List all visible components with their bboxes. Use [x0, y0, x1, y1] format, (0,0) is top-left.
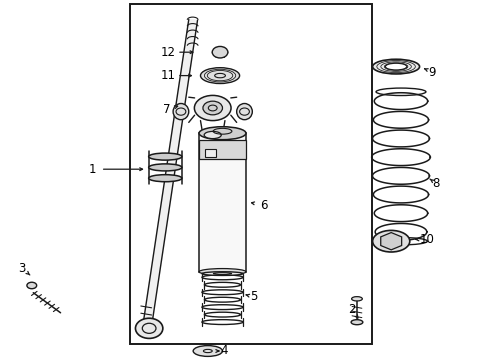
Bar — [199, 140, 245, 159]
Ellipse shape — [204, 131, 221, 139]
Bar — [204, 149, 215, 157]
Ellipse shape — [202, 272, 243, 275]
Ellipse shape — [203, 101, 222, 115]
Text: 6: 6 — [260, 199, 267, 212]
Text: 4: 4 — [220, 345, 227, 357]
Bar — [199, 133, 245, 272]
Ellipse shape — [193, 346, 222, 356]
Ellipse shape — [200, 68, 239, 84]
Circle shape — [135, 318, 163, 338]
Text: 1: 1 — [88, 163, 96, 176]
Ellipse shape — [194, 95, 231, 121]
Text: 11: 11 — [161, 69, 175, 82]
Text: 5: 5 — [250, 291, 258, 303]
Text: 9: 9 — [427, 66, 435, 78]
Text: 10: 10 — [419, 233, 434, 246]
Ellipse shape — [351, 297, 362, 301]
Ellipse shape — [148, 153, 182, 160]
Bar — [129, 4, 371, 344]
Polygon shape — [380, 233, 401, 250]
Ellipse shape — [199, 127, 245, 140]
Ellipse shape — [148, 164, 182, 171]
Text: 2: 2 — [347, 303, 355, 316]
Ellipse shape — [27, 282, 37, 289]
Ellipse shape — [372, 230, 409, 252]
Circle shape — [212, 46, 227, 58]
Text: 12: 12 — [161, 46, 175, 59]
Ellipse shape — [385, 63, 406, 70]
Ellipse shape — [350, 320, 362, 325]
Text: 8: 8 — [431, 177, 439, 190]
Ellipse shape — [199, 269, 245, 275]
Ellipse shape — [148, 175, 182, 182]
Ellipse shape — [372, 59, 419, 74]
Ellipse shape — [173, 104, 188, 120]
Text: 3: 3 — [18, 262, 26, 275]
Text: 7: 7 — [162, 103, 170, 116]
Polygon shape — [142, 19, 197, 330]
Ellipse shape — [236, 104, 252, 120]
